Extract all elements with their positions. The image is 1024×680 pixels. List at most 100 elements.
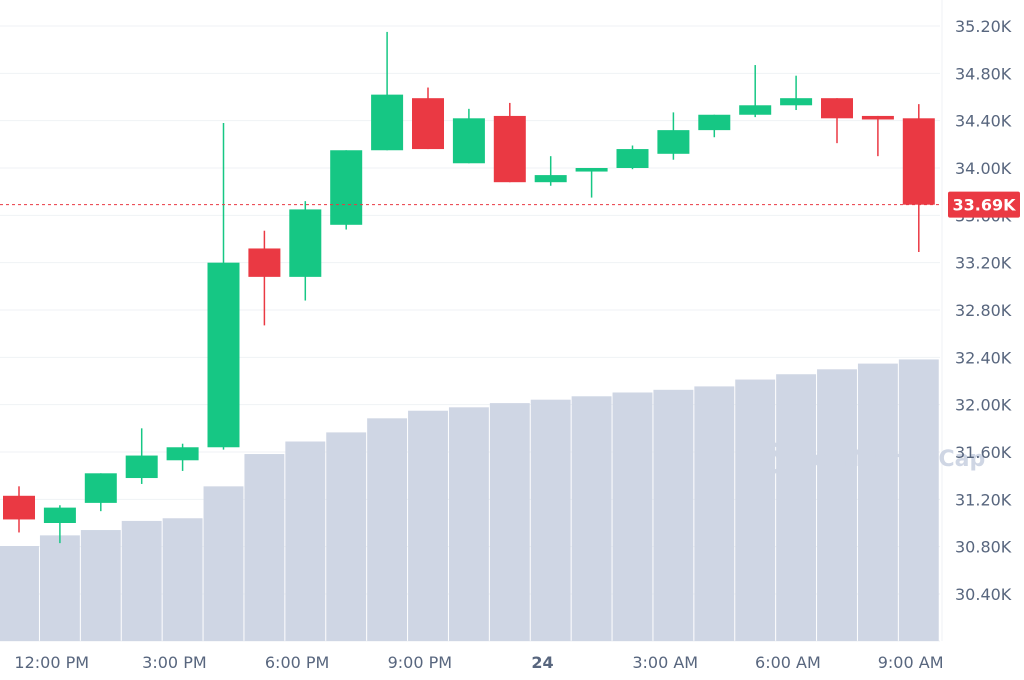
candle-body <box>330 150 363 225</box>
candle-body <box>739 105 772 115</box>
y-tick-label: 31.20K <box>955 490 1012 509</box>
candle[interactable] <box>166 443 199 471</box>
candle[interactable] <box>575 168 608 198</box>
candle[interactable] <box>289 201 322 301</box>
volume-bar <box>776 374 817 641</box>
volume-bar <box>653 389 694 641</box>
volume-bar <box>571 396 612 641</box>
candle[interactable] <box>821 98 853 144</box>
x-tick-label: 6:00 PM <box>265 653 329 672</box>
volume-bar <box>898 359 939 641</box>
y-tick-label: 32.40K <box>955 348 1012 367</box>
y-tick-label: 31.60K <box>955 443 1012 462</box>
candle-body <box>3 495 35 520</box>
volume-bar <box>612 392 653 641</box>
candle[interactable] <box>739 65 772 118</box>
coinmarketcap-logo-icon <box>755 442 787 474</box>
candle-body <box>207 262 240 448</box>
volume-bar <box>162 518 203 641</box>
candle-layer <box>3 31 935 544</box>
candle-body <box>616 149 649 168</box>
y-tick-label: 34.40K <box>955 112 1012 131</box>
volume-bar <box>735 379 776 641</box>
candle-body <box>371 94 404 151</box>
volume-bar <box>326 432 367 641</box>
candle[interactable] <box>207 123 240 450</box>
volume-bar <box>817 369 857 641</box>
grid-layer <box>0 0 943 642</box>
current-price-tag: 33.69K <box>948 191 1020 218</box>
candle-body <box>698 114 731 131</box>
x-tick-label: 9:00 PM <box>388 653 452 672</box>
candle[interactable] <box>861 115 894 157</box>
volume-bar <box>285 441 326 641</box>
candle-body <box>248 248 281 277</box>
candle[interactable] <box>902 104 935 253</box>
candle[interactable] <box>43 505 76 544</box>
candle-body <box>780 98 813 106</box>
x-tick-label: 6:00 AM <box>755 653 821 672</box>
y-tick-label: 30.40K <box>955 585 1012 604</box>
candle-body <box>534 175 567 183</box>
current-price-label: 33.69K <box>952 196 1016 215</box>
candle-body <box>43 507 76 523</box>
y-axis: 30.40K 30.80K 31.20K 31.60K 32.00K 32.40K 32.8… <box>955 17 1012 604</box>
volume-bar <box>80 530 121 641</box>
candle[interactable] <box>3 486 35 533</box>
volume-bar <box>857 363 898 641</box>
candle-body <box>657 130 690 154</box>
candle[interactable] <box>248 230 281 326</box>
volume-bar <box>489 403 530 641</box>
volume-bar <box>530 399 571 641</box>
volume-bar <box>244 454 285 641</box>
volume-bar <box>694 386 735 641</box>
candle-body <box>493 115 526 183</box>
watermark-text: CoinMarketCap <box>797 447 985 472</box>
x-axis: 12:00 PM 3:00 PM 6:00 PM 9:00 PM 24 3:00 AM 6:… <box>14 653 943 672</box>
candle-body <box>575 168 608 172</box>
candle-body <box>84 473 117 503</box>
candle[interactable] <box>452 108 485 164</box>
candle-body <box>289 209 322 277</box>
y-tick-label: 34.00K <box>955 159 1012 178</box>
volume-bar <box>367 418 408 641</box>
candle[interactable] <box>534 156 567 186</box>
y-tick-label: 32.00K <box>955 396 1012 415</box>
candle[interactable] <box>371 31 404 151</box>
candle[interactable] <box>616 145 649 170</box>
candle-body <box>452 118 485 164</box>
y-tick-label: 30.80K <box>955 538 1012 557</box>
x-tick-label: 9:00 AM <box>878 653 944 672</box>
volume-bar <box>448 407 489 641</box>
y-tick-label: 32.80K <box>955 301 1012 320</box>
candle[interactable] <box>657 112 690 160</box>
x-tick-label: 3:00 PM <box>142 653 206 672</box>
volume-bar <box>0 546 39 641</box>
candle[interactable] <box>330 150 363 230</box>
candle[interactable] <box>125 428 158 484</box>
x-tick-label: 24 <box>531 653 553 672</box>
x-tick-label: 3:00 AM <box>632 653 698 672</box>
volume-layer <box>0 359 939 641</box>
candle[interactable] <box>493 102 526 183</box>
y-tick-label: 35.20K <box>955 17 1012 36</box>
candle[interactable] <box>412 87 444 150</box>
y-tick-label: 33.20K <box>955 254 1012 273</box>
watermark: CoinMarketCap <box>755 442 985 474</box>
candle-body <box>125 455 158 479</box>
candle-body <box>412 98 444 150</box>
y-tick-label: 34.80K <box>955 64 1012 83</box>
volume-bar <box>121 520 162 641</box>
candle[interactable] <box>698 114 731 138</box>
volume-bar <box>408 410 448 641</box>
candle[interactable] <box>780 75 813 111</box>
candle[interactable] <box>84 473 117 512</box>
candle-body <box>861 115 894 120</box>
candle-body <box>166 447 199 461</box>
x-tick-label: 12:00 PM <box>14 653 89 672</box>
volume-bar <box>39 535 80 641</box>
volume-bar <box>203 486 244 641</box>
candle-body <box>902 118 935 205</box>
